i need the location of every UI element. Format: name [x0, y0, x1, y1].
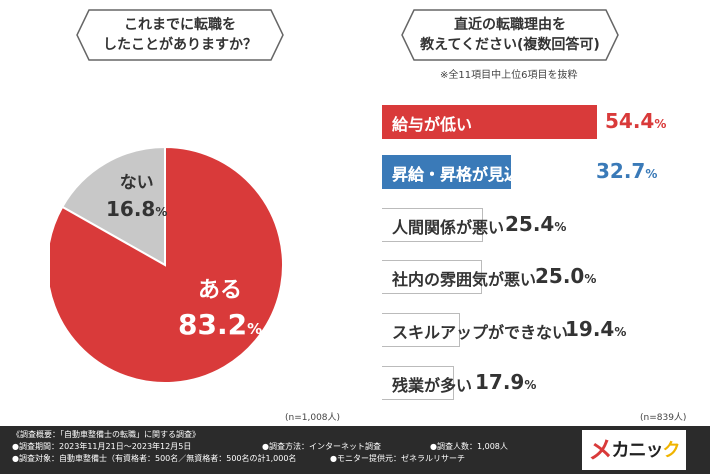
bar-value-label: 19.4% [565, 317, 627, 341]
pie-label-aru: ある [198, 278, 243, 303]
pie-label-nai: ない [119, 173, 154, 193]
pie-value-aru: 83.2% [178, 308, 263, 341]
bar-row: 社内の雰囲気が悪い 25.0% [382, 260, 692, 294]
pie-question: これまでに転職を したことがありますか？ [75, 8, 285, 62]
pie-sample-size: (n=1,008人) [285, 413, 341, 423]
bar-row: 残業が多い 17.9% [382, 366, 692, 400]
bar-row: 昇給・昇格が見込めない 32.7% [382, 155, 692, 189]
bar-category-label: スキルアップができない [392, 323, 569, 342]
pie-question-line1: これまでに転職を [124, 17, 236, 33]
footer-title: 《調査概要：「自動車整備士の転職」に関する調査》 [12, 430, 200, 439]
bar [382, 366, 454, 400]
bar-sample-size: (n=839人) [640, 413, 687, 423]
footer-period: ●調査期間：2023年11月21日～2023年12月5日 [12, 442, 192, 451]
bar [382, 155, 512, 189]
bar-category-label: 社内の雰囲気が悪い [392, 270, 537, 289]
bar-category-label: 給与が低い [392, 115, 473, 134]
pie-label-aru-group: ある 83.2% [178, 272, 262, 341]
bar [382, 313, 460, 347]
bar-value-label: 54.4% [605, 109, 667, 133]
pie-slice-nai [60, 145, 166, 267]
bar-value-label: 25.0% [535, 264, 597, 288]
footer-provider: ●モニター提供元：ゼネラルリサーチ [330, 454, 465, 463]
bar-category-label: 残業が多い [392, 376, 473, 395]
pie-question-line2: したことがありますか？ [103, 37, 257, 53]
bar [382, 105, 597, 139]
bar-row: 給与が低い 54.4% [382, 105, 692, 139]
bar-question-line2: 教えてください(複数回答可) [420, 37, 600, 53]
bar [382, 208, 484, 242]
bar-value-label: 25.4% [505, 212, 567, 236]
bar-value-label: 32.7% [596, 159, 658, 183]
footer-method: ●調査方法：インターネット調査 [262, 442, 381, 451]
bar-category-label: 人間関係が悪い [392, 218, 505, 237]
footer-target: ●調査対象：自動車整備士（有資格者：500名／無資格者：500名の計1,000名 [12, 454, 297, 463]
bar-value-label: 17.9% [475, 370, 537, 394]
pie-chart [50, 145, 284, 384]
pie-label-nai-group: ない 16.8% [106, 168, 167, 221]
pie-value-nai: 16.8% [106, 197, 168, 221]
bar-category-label: 昇給・昇格が見込めない [392, 165, 569, 184]
mechanic-logo: メカニック [582, 430, 686, 470]
bar-row: スキルアップができない 19.4% [382, 313, 692, 347]
pie-slice-aru [50, 145, 284, 384]
bar-question-line1: 直近の転職理由を [454, 17, 566, 33]
selection-note: ※全11項目中上位6項目を抜粋 [440, 70, 578, 81]
question-frame-right [401, 9, 619, 61]
bar-question: 直近の転職理由を 教えてください(複数回答可) [400, 8, 620, 62]
bar [382, 260, 482, 294]
question-frame-left [76, 9, 284, 61]
footer-count: ●調査人数：1,008人 [430, 442, 508, 451]
bar-row: 人間関係が悪い 25.4% [382, 208, 692, 242]
survey-footer: 《調査概要：「自動車整備士の転職」に関する調査》 ●調査期間：2023年11月2… [0, 426, 710, 474]
